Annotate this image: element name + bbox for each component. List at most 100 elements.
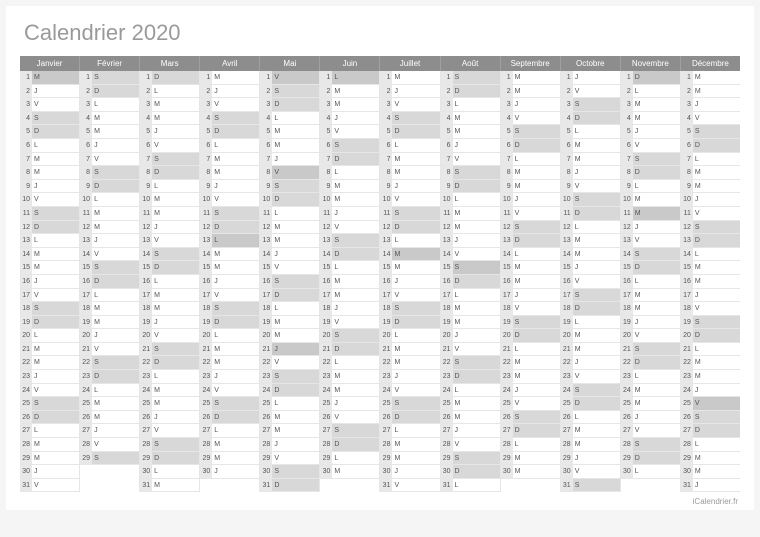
day-number: 9: [621, 180, 633, 193]
day-cell: 28M: [200, 438, 259, 452]
day-letter: D: [92, 370, 102, 383]
day-number: 22: [260, 356, 272, 369]
day-number: 18: [260, 302, 272, 315]
day-rest: [282, 329, 319, 342]
day-letter: S: [633, 343, 643, 356]
day-number: 25: [681, 397, 693, 410]
day-letter: M: [633, 302, 643, 315]
day-rest: [463, 302, 500, 315]
day-cell: 25M: [621, 397, 680, 411]
day-rest: [402, 424, 439, 437]
day-number: 6: [20, 139, 32, 152]
day-rest: [282, 275, 319, 288]
day-cell: 18V: [681, 302, 740, 316]
day-cell: 25L: [260, 397, 319, 411]
day-cell: 3D: [260, 98, 319, 112]
day-rest: [162, 452, 199, 465]
day-letter: M: [693, 275, 703, 288]
day-number: 17: [561, 289, 573, 302]
day-letter: D: [633, 71, 643, 84]
day-number: 26: [140, 411, 152, 424]
day-letter: M: [633, 384, 643, 397]
day-letter: J: [152, 316, 162, 329]
day-cell: 19M: [260, 316, 319, 330]
day-number: 16: [681, 275, 693, 288]
day-letter: M: [272, 411, 282, 424]
day-rest: [463, 261, 500, 274]
day-letter: L: [92, 98, 102, 111]
day-letter: S: [573, 98, 583, 111]
day-rest: [643, 302, 680, 315]
day-letter: D: [633, 166, 643, 179]
day-number: 3: [140, 98, 152, 111]
day-number: 24: [320, 384, 332, 397]
day-number: 6: [320, 139, 332, 152]
day-cell: 14V: [80, 248, 139, 262]
day-cell: 19J: [140, 316, 199, 330]
day-letter: M: [693, 71, 703, 84]
day-number: 21: [380, 343, 392, 356]
day-number: 13: [140, 234, 152, 247]
day-number: 10: [561, 193, 573, 206]
day-number: 29: [320, 452, 332, 465]
day-rest: [102, 71, 139, 84]
day-rest: [583, 261, 620, 274]
day-rest: [703, 356, 740, 369]
day-letter: J: [453, 424, 463, 437]
day-number: 26: [20, 411, 32, 424]
day-letter: V: [573, 275, 583, 288]
day-rest: [402, 479, 439, 492]
day-rest: [342, 397, 379, 410]
day-rest: [583, 411, 620, 424]
day-letter: V: [272, 452, 282, 465]
day-number: 13: [501, 234, 513, 247]
month-header-row: JanvierFévrierMarsAvrilMaiJuinJuilletAoû…: [20, 56, 740, 71]
day-letter: L: [693, 343, 703, 356]
day-number: 25: [140, 397, 152, 410]
day-number: 2: [80, 85, 92, 98]
day-letter: S: [152, 438, 162, 451]
day-rest: [162, 384, 199, 397]
day-number: 8: [380, 166, 392, 179]
day-letter: S: [212, 112, 222, 125]
day-number: 16: [561, 275, 573, 288]
day-rest: [402, 384, 439, 397]
day-rest: [703, 384, 740, 397]
day-rest: [583, 180, 620, 193]
day-rest: [643, 193, 680, 206]
day-number: 22: [20, 356, 32, 369]
day-cell: 1M: [380, 71, 439, 85]
day-number: 19: [621, 316, 633, 329]
day-cell: 22M: [20, 356, 79, 370]
day-letter: J: [92, 424, 102, 437]
day-cell: 2L: [621, 85, 680, 99]
day-number: 29: [621, 452, 633, 465]
day-rest: [643, 112, 680, 125]
day-rest: [643, 248, 680, 261]
day-cell: 24M: [621, 384, 680, 398]
day-number: 15: [621, 261, 633, 274]
day-rest: [402, 261, 439, 274]
day-letter: J: [453, 234, 463, 247]
day-cell: 17S: [561, 289, 620, 303]
day-cell: 16L: [140, 275, 199, 289]
day-letter: D: [453, 85, 463, 98]
day-cell: 21L: [681, 343, 740, 357]
day-number: 23: [140, 370, 152, 383]
day-rest: [222, 302, 259, 315]
day-number: 26: [200, 411, 212, 424]
day-rest: [402, 275, 439, 288]
day-letter: D: [332, 438, 342, 451]
day-cell: 6D: [681, 139, 740, 153]
month-header: Avril: [200, 56, 260, 71]
day-cell: 12D: [200, 221, 259, 235]
day-number: 9: [80, 180, 92, 193]
day-number: 20: [621, 329, 633, 342]
day-number: 21: [621, 343, 633, 356]
day-cell: 19L: [561, 316, 620, 330]
day-letter: V: [693, 112, 703, 125]
day-number: 6: [621, 139, 633, 152]
day-letter: M: [392, 261, 402, 274]
day-number: 29: [140, 452, 152, 465]
day-rest: [583, 125, 620, 138]
